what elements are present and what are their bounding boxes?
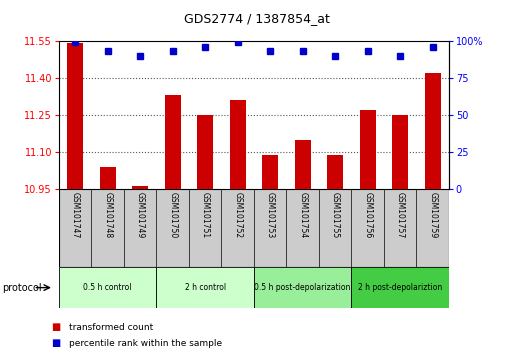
Bar bbox=[327, 155, 343, 189]
Text: GSM101757: GSM101757 bbox=[396, 192, 405, 238]
Bar bbox=[156, 267, 254, 308]
Text: ■: ■ bbox=[51, 338, 61, 348]
Bar bbox=[392, 115, 408, 189]
Text: 2 h control: 2 h control bbox=[185, 283, 226, 292]
Bar bbox=[132, 186, 148, 189]
Bar bbox=[424, 73, 441, 189]
Text: GSM101749: GSM101749 bbox=[136, 192, 145, 238]
Text: GSM101755: GSM101755 bbox=[331, 192, 340, 238]
Text: GDS2774 / 1387854_at: GDS2774 / 1387854_at bbox=[184, 12, 329, 25]
Text: GSM101747: GSM101747 bbox=[71, 192, 80, 238]
Text: GSM101754: GSM101754 bbox=[298, 192, 307, 238]
Text: GSM101748: GSM101748 bbox=[103, 192, 112, 238]
Bar bbox=[100, 167, 116, 189]
Bar bbox=[67, 43, 83, 189]
Bar bbox=[262, 155, 278, 189]
Text: transformed count: transformed count bbox=[69, 323, 153, 332]
Text: GSM101752: GSM101752 bbox=[233, 192, 242, 238]
Bar bbox=[360, 110, 376, 189]
Text: percentile rank within the sample: percentile rank within the sample bbox=[69, 339, 222, 348]
Text: 0.5 h post-depolarization: 0.5 h post-depolarization bbox=[254, 283, 351, 292]
Text: 0.5 h control: 0.5 h control bbox=[84, 283, 132, 292]
Text: ■: ■ bbox=[51, 322, 61, 332]
Text: GSM101750: GSM101750 bbox=[168, 192, 177, 238]
Bar bbox=[59, 189, 449, 267]
Bar bbox=[197, 115, 213, 189]
Bar bbox=[351, 267, 449, 308]
Bar bbox=[59, 267, 156, 308]
Text: 2 h post-depolariztion: 2 h post-depolariztion bbox=[358, 283, 442, 292]
Text: GSM101751: GSM101751 bbox=[201, 192, 210, 238]
Text: GSM101756: GSM101756 bbox=[363, 192, 372, 238]
Text: GSM101759: GSM101759 bbox=[428, 192, 437, 238]
Text: protocol: protocol bbox=[3, 282, 42, 293]
Bar bbox=[229, 100, 246, 189]
Bar bbox=[165, 95, 181, 189]
Text: GSM101753: GSM101753 bbox=[266, 192, 274, 238]
Bar bbox=[294, 140, 311, 189]
Bar bbox=[254, 267, 351, 308]
